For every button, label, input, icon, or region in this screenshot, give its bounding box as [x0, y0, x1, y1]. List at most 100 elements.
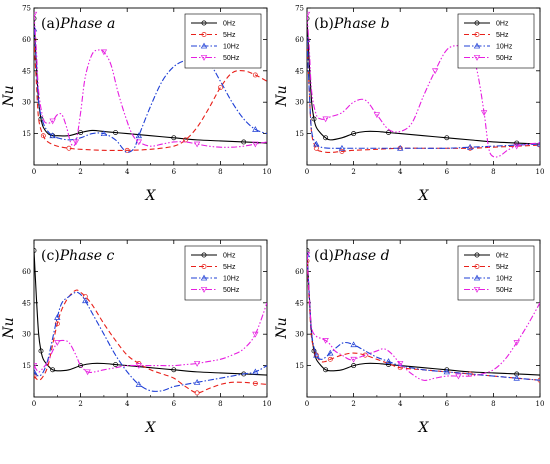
y-axis-label: Nu: [1, 85, 17, 107]
series-marker-10hz: [49, 132, 56, 139]
series-marker-50hz: [252, 141, 259, 148]
legend-label: 50Hz: [496, 287, 513, 294]
x-tick-label: 10: [536, 168, 545, 176]
series-marker-0hz: [311, 116, 317, 122]
series-marker-0hz: [78, 130, 84, 136]
series-marker-50hz: [431, 68, 439, 75]
panel-title-phase: Phase b: [333, 16, 390, 32]
series-marker-5hz: [194, 390, 200, 396]
legend-label: 50Hz: [496, 55, 513, 62]
series-marker-50hz: [322, 338, 329, 344]
y-tick-label: 45: [295, 67, 304, 75]
series-line-0hz: [34, 18, 267, 144]
series-marker-50hz: [252, 331, 259, 338]
series-marker-10hz: [513, 374, 520, 381]
y-tick-label: 45: [22, 67, 31, 75]
y-tick-label: 15: [22, 362, 31, 370]
series-marker-0hz: [34, 248, 37, 253]
series-line-10hz: [307, 254, 540, 381]
panel-title-prefix: (b): [314, 16, 334, 32]
y-tick-label: 75: [295, 5, 304, 13]
series-marker-50hz: [513, 143, 520, 150]
y-tick-label: 45: [295, 299, 304, 307]
series-marker-0hz: [351, 131, 357, 137]
x-axis-label: X: [418, 188, 430, 204]
legend-marker: [200, 287, 208, 293]
legend-marker: [473, 55, 481, 61]
legend-label: 50Hz: [223, 287, 240, 294]
series-line-10hz: [307, 39, 540, 149]
series-marker-10hz: [34, 25, 38, 32]
series-marker-10hz: [193, 379, 201, 385]
y-tick-label: 60: [295, 36, 304, 44]
panel-title-phase: Phase d: [333, 248, 390, 264]
legend-label: 50Hz: [223, 55, 240, 62]
legend-marker: [473, 287, 481, 293]
y-tick-label: 15: [295, 130, 304, 138]
panel-title: (a)Phase a: [41, 16, 115, 32]
series-line-50hz: [307, 14, 540, 158]
series-marker-10hz: [338, 144, 346, 151]
legend-label: 0Hz: [223, 21, 236, 28]
y-tick-label: 15: [295, 362, 304, 370]
legend: 0Hz 5Hz 10Hz 50Hz: [457, 245, 535, 301]
x-tick-label: 0: [32, 168, 36, 176]
series-marker-0hz: [34, 16, 37, 21]
x-tick-label: 0: [305, 400, 309, 408]
y-tick-label: 30: [22, 99, 31, 107]
series-marker-50hz: [373, 112, 381, 119]
series-marker-5hz: [252, 72, 258, 78]
y-axis-label: Nu: [1, 317, 17, 339]
legend-marker: [474, 32, 480, 37]
x-tick-label: 6: [445, 400, 450, 408]
series-marker-10hz: [100, 130, 108, 137]
x-axis-label: X: [418, 420, 430, 436]
series-marker-50hz: [135, 363, 143, 369]
series-marker-5hz: [327, 356, 333, 362]
series-marker-10hz: [466, 143, 474, 150]
series-marker-5hz: [339, 148, 345, 154]
legend-marker: [473, 42, 481, 49]
legend: 0Hz 5Hz 10Hz 50Hz: [184, 245, 262, 301]
panel-d: 0 2 4 6 8 10 15 30 45 60 0Hz 5Hz 10Hz 50Hz (d)Phase d N…: [274, 239, 544, 436]
series-marker-0hz: [386, 362, 391, 368]
series-marker-10hz: [397, 144, 404, 151]
x-tick-label: 4: [398, 400, 403, 408]
series-marker-10hz: [327, 349, 334, 356]
series-marker-0hz: [307, 16, 310, 21]
series-line-0hz: [34, 250, 267, 376]
legend-marker: [201, 20, 207, 26]
y-axis-label: Nu: [274, 317, 290, 339]
series-marker-0hz: [171, 135, 177, 141]
x-tick-label: 0: [305, 168, 309, 176]
series-marker-50hz: [455, 373, 462, 380]
series-marker-10hz: [385, 358, 392, 364]
series-marker-0hz: [323, 135, 329, 141]
series-line-0hz: [307, 250, 540, 376]
series-marker-0hz: [78, 363, 84, 369]
legend-label: 5Hz: [223, 264, 236, 271]
x-tick-label: 6: [445, 168, 450, 176]
series-marker-5hz: [217, 85, 223, 90]
series-marker-5hz: [34, 36, 37, 42]
series-marker-50hz: [193, 141, 201, 148]
series-marker-50hz: [34, 363, 38, 369]
series-marker-10hz: [252, 368, 259, 375]
series-marker-0hz: [241, 139, 247, 145]
x-tick-label: 8: [491, 168, 495, 176]
y-tick-label: 15: [22, 130, 31, 138]
legend-label: 10Hz: [223, 276, 240, 283]
series-marker-0hz: [113, 362, 119, 368]
panel-title-prefix: (d): [314, 248, 334, 264]
series-marker-5hz: [307, 258, 310, 264]
series-marker-10hz: [307, 36, 311, 42]
legend-label: 5Hz: [496, 32, 509, 39]
series-marker-10hz: [34, 368, 38, 375]
legend-marker: [201, 264, 207, 269]
series-marker-5hz: [34, 373, 37, 379]
x-tick-label: 8: [491, 400, 495, 408]
panel-a: 0 2 4 6 8 10 15 30 45 60 75 0Hz 5Hz 10Hz 50Hz (a)Phase …: [1, 5, 271, 205]
legend-marker: [200, 55, 208, 61]
series-marker-50hz: [84, 369, 91, 376]
series-marker-10hz: [313, 351, 320, 358]
